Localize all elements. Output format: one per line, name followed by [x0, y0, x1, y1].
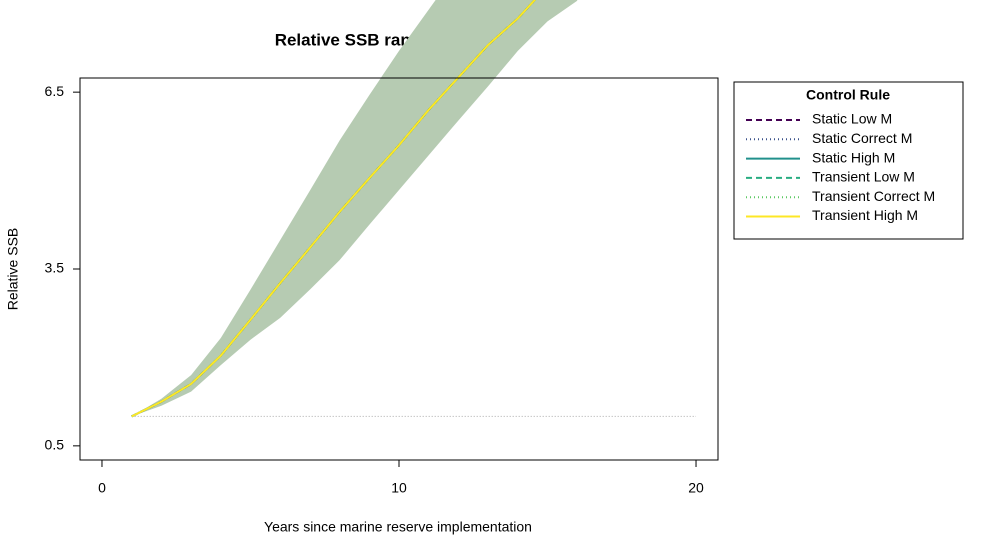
y-axis-label: Relative SSB — [5, 228, 21, 310]
range-band — [131, 0, 578, 417]
series-line — [131, 0, 537, 418]
legend-label: Static High M — [812, 149, 895, 165]
x-tick-label: 20 — [688, 480, 704, 496]
legend-label: Transient Correct M — [812, 188, 935, 204]
legend-title: Control Rule — [806, 87, 890, 103]
y-tick-label: 0.5 — [45, 437, 65, 453]
x-tick-label: 10 — [391, 480, 407, 496]
legend-label: Static Low M — [812, 111, 892, 127]
y-tick-label: 6.5 — [45, 83, 65, 99]
x-tick-label: 0 — [98, 480, 106, 496]
legend-label: Transient High M — [812, 207, 918, 223]
legend-box — [733, 81, 964, 240]
legend-label: Static Correct M — [812, 130, 912, 146]
x-axis-label: Years since marine reserve implementatio… — [264, 519, 532, 535]
y-tick-label: 3.5 — [45, 260, 65, 276]
legend-label: Transient Low M — [812, 169, 915, 185]
